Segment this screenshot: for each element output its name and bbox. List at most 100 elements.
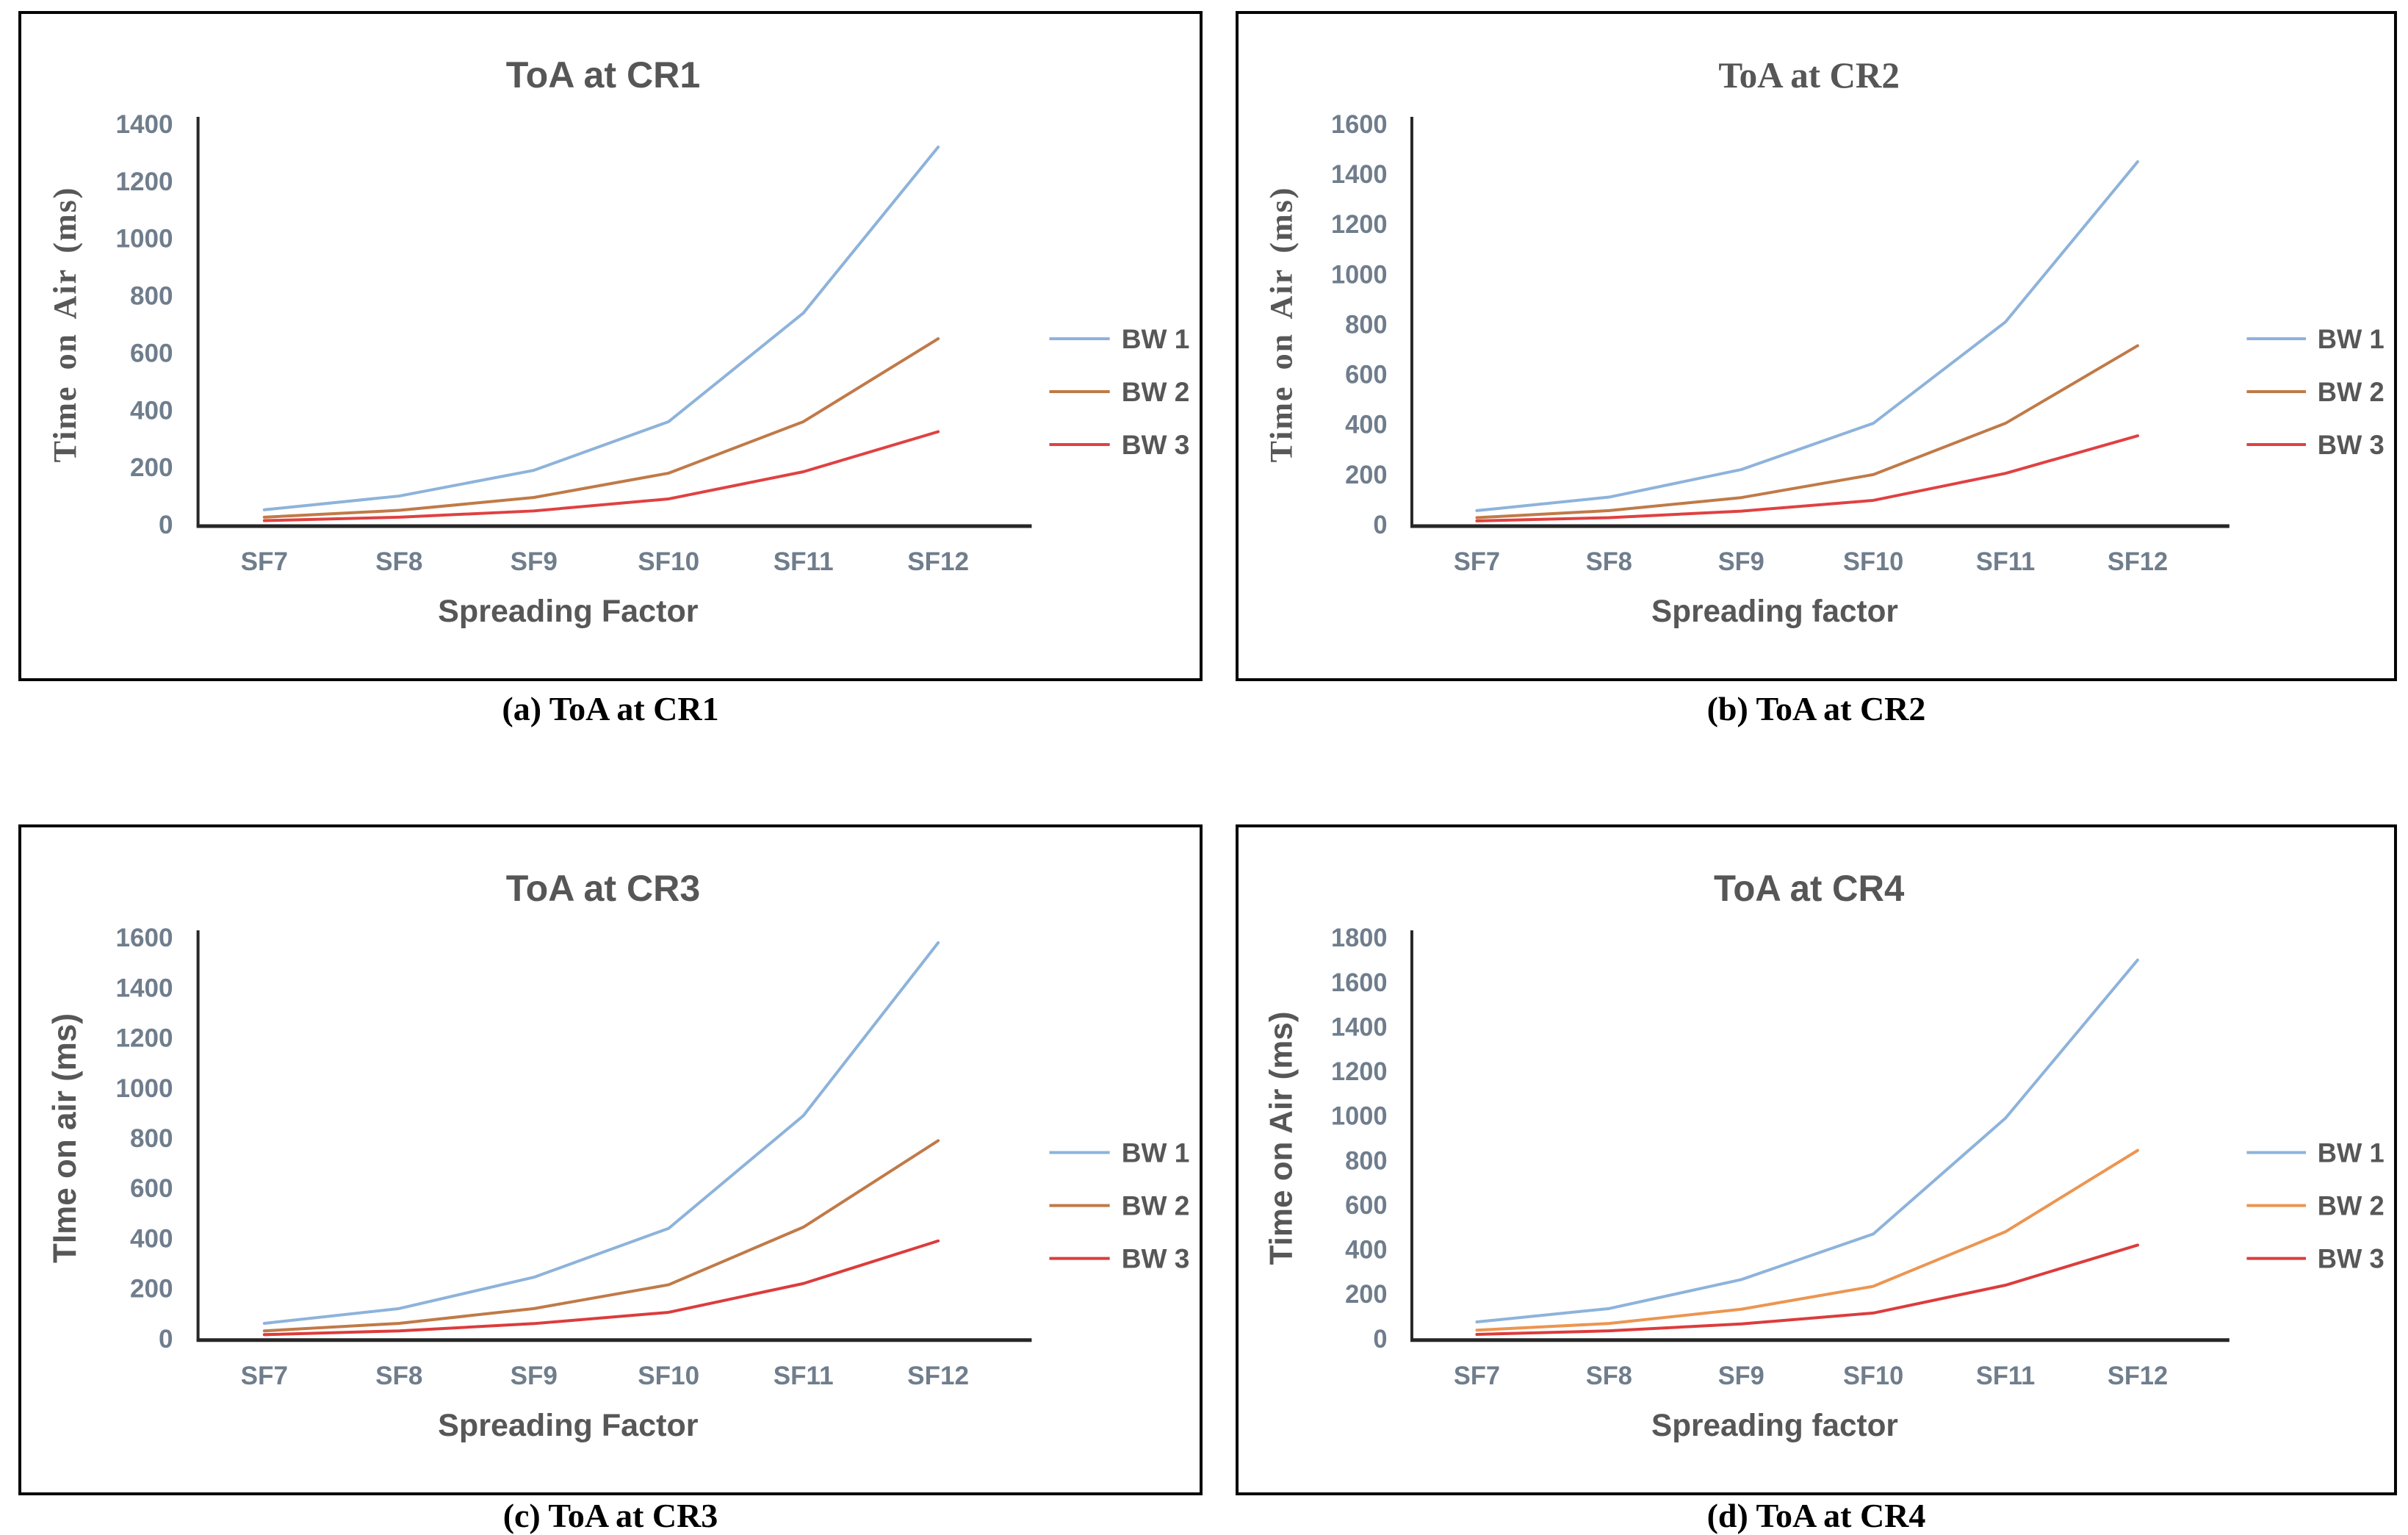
legend-label: BW 1	[2318, 324, 2384, 354]
line-chart-cr4: ToA at CR4 0 200 400 600 800 1000 1200 1400 1600 1…	[1264, 868, 2384, 1443]
x-axis-tick-label: SF9	[1718, 548, 1764, 576]
line-chart-cr2: ToA at CR2 0 200 400 600 800 1000 1200 1400 1600 S…	[1264, 55, 2384, 629]
series-line-bw-3	[262, 430, 940, 522]
x-axis-tick-label: SF9	[511, 547, 558, 576]
x-axis-label: Spreading Factor	[438, 1408, 699, 1443]
x-axis-tick-label: SF10	[638, 547, 699, 576]
figure-caption-a: (a) ToA at CR1	[502, 690, 719, 727]
x-axis-tick-label: SF7	[1454, 1362, 1500, 1390]
y-axis-tick-label: 1600	[115, 924, 173, 952]
series-line-bw-1	[1475, 958, 2139, 1324]
x-axis-tick-label: SF8	[1586, 1362, 1632, 1390]
y-axis-tick-label: 200	[130, 1275, 173, 1304]
y-axis-tick-label: 1800	[1331, 924, 1388, 952]
y-axis-tick-label: 0	[159, 511, 173, 539]
chart-title: ToA at CR4	[1714, 868, 1905, 910]
x-axis-tick-label: SF12	[2108, 1362, 2168, 1390]
series-line-bw-1	[262, 145, 940, 511]
legend-label: BW 3	[1122, 429, 1190, 460]
x-axis-tick-label: SF8	[375, 1362, 422, 1390]
y-axis-tick-label: 600	[1345, 361, 1387, 389]
y-axis-label: Time on Air (ms)	[1264, 187, 1299, 463]
x-axis-tick-label: SF7	[241, 1362, 288, 1390]
x-axis-tick-label: SF12	[2108, 548, 2168, 576]
y-axis-tick-label: 0	[159, 1325, 173, 1354]
y-axis-tick-label: 400	[1345, 1236, 1387, 1264]
x-axis-tick-label: SF11	[774, 1362, 834, 1390]
chart-panel-cr3: ToA at CR3 0 200 400 600 800 1000 1200 1400 1600 S…	[18, 824, 1203, 1495]
y-axis-tick-label: 1000	[115, 225, 173, 254]
x-axis-tick-label: SF9	[511, 1362, 558, 1390]
x-axis-tick-label: SF10	[1843, 1362, 1903, 1390]
y-axis-label: TIme on air (ms)	[47, 1013, 83, 1263]
legend-label: BW 2	[1122, 376, 1190, 407]
x-axis-tick-label: SF10	[638, 1362, 699, 1390]
chart-panel-cr2: ToA at CR2 0 200 400 600 800 1000 1200 1400 1600 S…	[1236, 11, 2397, 681]
x-axis-label: Spreading factor	[1651, 594, 1898, 629]
series-line-bw-3	[1475, 434, 2139, 522]
chart-title: ToA at CR3	[506, 868, 700, 909]
y-axis-tick-label: 800	[1345, 1147, 1387, 1175]
chart-title: ToA at CR1	[506, 54, 700, 96]
y-axis-tick-label: 200	[130, 453, 173, 482]
legend-label: BW 1	[1122, 1137, 1190, 1168]
y-axis-tick-label: 600	[130, 1174, 173, 1203]
y-axis-tick-label: 600	[130, 339, 173, 367]
legend-label: BW 1	[1122, 323, 1190, 354]
y-axis-tick-label: 800	[130, 1124, 173, 1153]
series-line-bw-2	[262, 1139, 940, 1333]
y-axis-tick-label: 1000	[1331, 1102, 1388, 1130]
x-axis-tick-label: SF8	[375, 547, 422, 576]
y-axis-tick-label: 400	[130, 1224, 173, 1253]
chart-panel-cr4: ToA at CR4 0 200 400 600 800 1000 1200 1400 1600 1…	[1236, 824, 2397, 1495]
y-axis-tick-label: 1400	[1331, 1013, 1388, 1041]
y-axis-tick-label: 1200	[115, 168, 173, 196]
legend-label: BW 3	[2318, 1243, 2384, 1273]
series-line-bw-2	[262, 337, 940, 519]
figure-caption-b: (b) ToA at CR2	[1706, 690, 1926, 727]
legend-label: BW 3	[1122, 1243, 1190, 1274]
figure-caption-c: (c) ToA at CR3	[502, 1497, 718, 1534]
chart-title: ToA at CR2	[1718, 55, 1900, 96]
y-axis-tick-label: 0	[1373, 1326, 1387, 1354]
legend-label: BW 3	[2318, 430, 2384, 460]
x-axis-tick-label: SF11	[774, 547, 834, 576]
x-axis-label: Spreading Factor	[438, 594, 699, 629]
legend-label: BW 2	[1122, 1190, 1190, 1221]
series-line-bw-1	[262, 941, 940, 1325]
line-chart-cr1: ToA at CR1 0 200 400 600 800 1000 1200 1400 SF7 SF…	[47, 54, 1190, 629]
y-axis-tick-label: 800	[130, 282, 173, 311]
y-axis-tick-label: 600	[1345, 1192, 1387, 1220]
x-axis-tick-label: SF7	[1454, 548, 1500, 576]
y-axis-tick-label: 800	[1345, 311, 1387, 339]
legend-label: BW 2	[2318, 1190, 2384, 1221]
y-axis-tick-label: 200	[1345, 461, 1387, 489]
figure-caption-d: (d) ToA at CR4	[1706, 1497, 1926, 1534]
y-axis-tick-label: 1400	[1331, 161, 1388, 189]
x-axis-label: Spreading factor	[1651, 1408, 1898, 1443]
legend-label: BW 2	[2318, 377, 2384, 407]
x-axis-tick-label: SF12	[907, 547, 969, 576]
y-axis-tick-label: 1600	[1331, 969, 1388, 997]
y-axis-label: Time on Air (ms)	[47, 187, 83, 463]
x-axis-tick-label: SF10	[1843, 548, 1903, 576]
line-chart-cr3: ToA at CR3 0 200 400 600 800 1000 1200 1400 1600 S…	[47, 868, 1190, 1443]
legend-label: BW 1	[2318, 1137, 2384, 1168]
series-line-bw-2	[1475, 1148, 2139, 1332]
y-axis-tick-label: 0	[1373, 511, 1387, 539]
x-axis-tick-label: SF8	[1586, 548, 1632, 576]
chart-panel-cr1: ToA at CR1 0 200 400 600 800 1000 1200 1400 SF7 SF…	[18, 11, 1203, 681]
series-line-bw-3	[262, 1239, 940, 1337]
y-axis-tick-label: 1000	[1331, 261, 1388, 289]
y-axis-tick-label: 1200	[1331, 1058, 1388, 1086]
series-line-bw-2	[1475, 344, 2139, 520]
y-axis-tick-label: 1600	[1331, 111, 1388, 139]
x-axis-tick-label: SF11	[1976, 548, 2035, 576]
y-axis-tick-label: 1000	[115, 1074, 173, 1103]
y-axis-label: Time on Air (ms)	[1264, 1011, 1299, 1265]
y-axis-tick-label: 200	[1345, 1281, 1387, 1309]
y-axis-tick-label: 1200	[1331, 211, 1388, 239]
y-axis-tick-label: 400	[1345, 411, 1387, 439]
x-axis-tick-label: SF7	[241, 547, 288, 576]
